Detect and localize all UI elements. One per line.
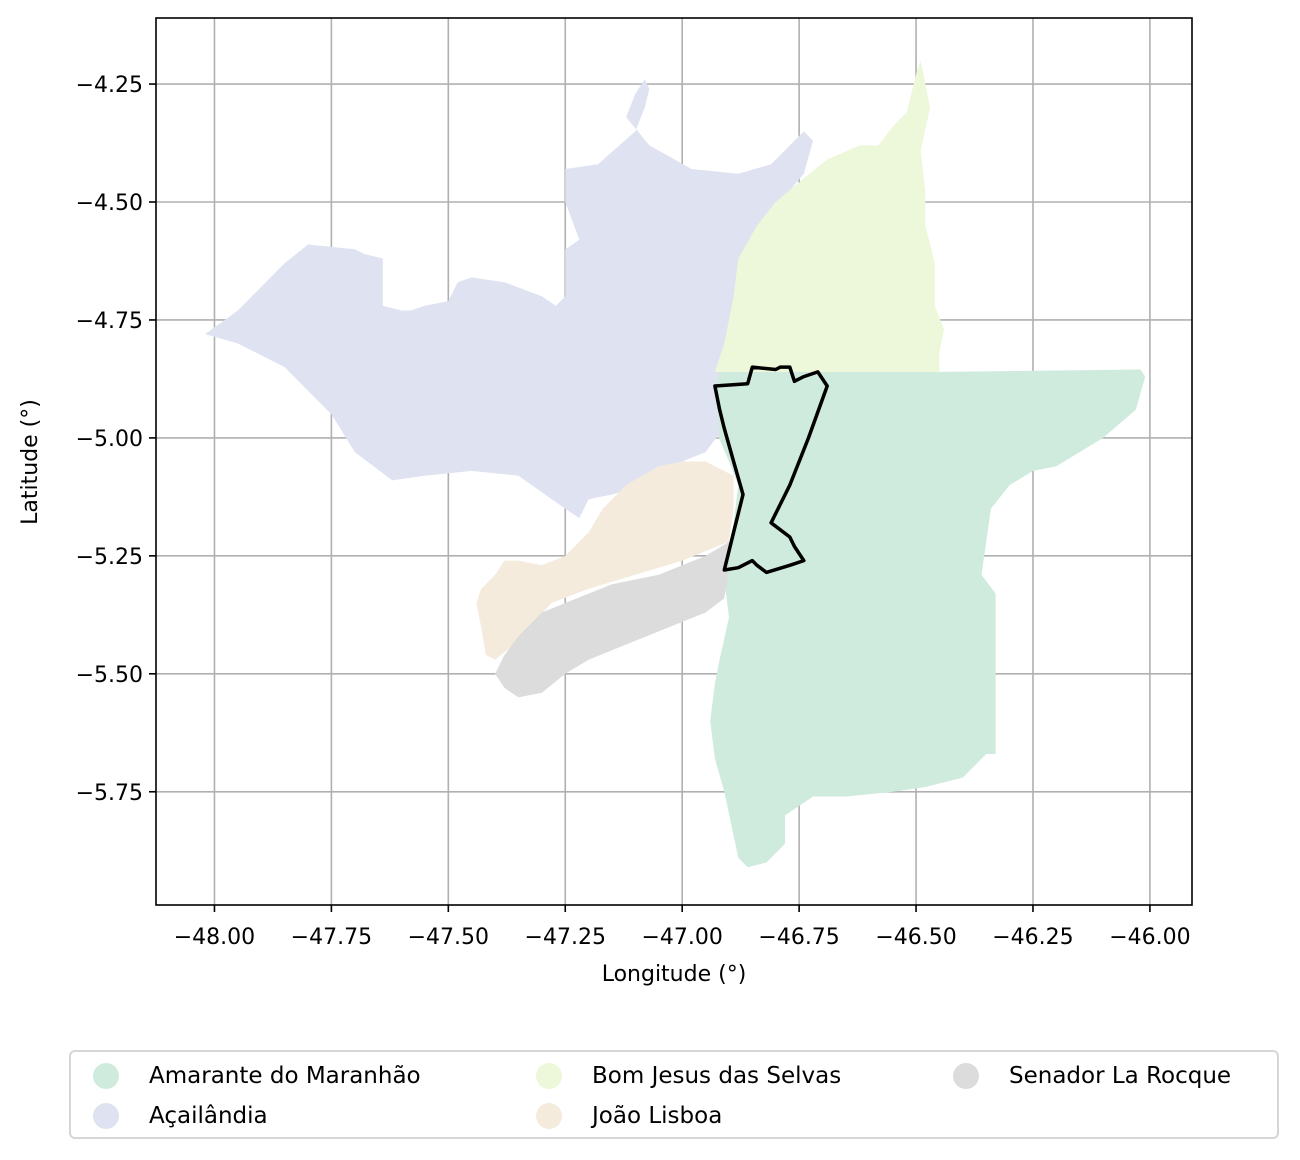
x-tick-label: −46.50 bbox=[875, 925, 956, 950]
x-tick-label: −46.25 bbox=[992, 925, 1073, 950]
x-tick-label: −47.00 bbox=[641, 925, 722, 950]
x-tick-label: −46.75 bbox=[758, 925, 839, 950]
region-joao-lisboa bbox=[476, 461, 734, 660]
x-tick-label: −46.00 bbox=[1109, 925, 1190, 950]
legend: Amarante do Maranhão Açailândia Bom Jesu… bbox=[69, 1050, 1279, 1139]
legend-label: João Lisboa bbox=[592, 1103, 723, 1129]
legend-marker bbox=[93, 1063, 119, 1089]
legend-item: Senador La Rocque bbox=[953, 1060, 1231, 1092]
highlight-outline-layer bbox=[713, 365, 829, 575]
y-tick-label: −4.75 bbox=[76, 309, 143, 334]
y-tick-label: −5.00 bbox=[76, 427, 143, 452]
legend-item: Açailândia bbox=[93, 1100, 268, 1132]
x-tick-label: −48.00 bbox=[174, 925, 255, 950]
legend-item: Bom Jesus das Selvas bbox=[536, 1060, 841, 1092]
legend-label: Amarante do Maranhão bbox=[149, 1063, 421, 1089]
legend-label: Açailândia bbox=[149, 1103, 268, 1129]
region-polygons bbox=[205, 60, 1146, 868]
region-amarante-do-maranhao bbox=[710, 369, 1146, 868]
plot-frame bbox=[155, 17, 1193, 906]
legend-marker bbox=[536, 1103, 562, 1129]
region-bom-jesus-das-selvas bbox=[714, 60, 945, 372]
legend-item: João Lisboa bbox=[536, 1100, 722, 1132]
legend-marker bbox=[93, 1103, 119, 1129]
region-senador-la-rocque bbox=[495, 541, 729, 698]
region-acailandia bbox=[205, 79, 814, 519]
legend-marker bbox=[536, 1063, 562, 1089]
y-tick-label: −5.25 bbox=[76, 545, 143, 570]
y-axis-label: Latitude (°) bbox=[18, 399, 43, 525]
highlight-outline bbox=[713, 365, 829, 575]
y-tick-label: −5.75 bbox=[76, 781, 143, 806]
y-tick-label: −4.50 bbox=[76, 191, 143, 216]
legend-marker bbox=[953, 1063, 979, 1089]
x-tick-label: −47.50 bbox=[408, 925, 489, 950]
y-tick-label: −4.25 bbox=[76, 73, 143, 98]
x-axis-label: Longitude (°) bbox=[602, 962, 747, 987]
legend-label: Bom Jesus das Selvas bbox=[592, 1063, 842, 1089]
legend-item: Amarante do Maranhão bbox=[93, 1060, 421, 1092]
x-tick-label: −47.75 bbox=[291, 925, 372, 950]
y-tick-label: −5.50 bbox=[76, 663, 143, 688]
axis-ticks: −48.00 −47.75 −47.50 −47.25 −47.00 −46.75 −46.… bbox=[76, 73, 1191, 950]
x-tick-label: −47.25 bbox=[525, 925, 606, 950]
legend-label: Senador La Rocque bbox=[1009, 1063, 1232, 1089]
